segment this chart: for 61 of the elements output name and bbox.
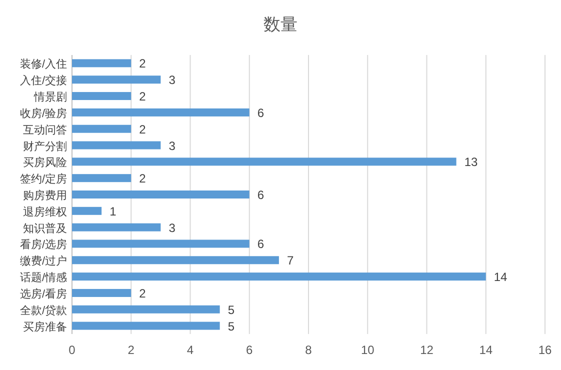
data-label: 5 bbox=[228, 319, 235, 334]
x-tick-label: 10 bbox=[360, 343, 375, 357]
y-tick-label: 情景剧 bbox=[33, 90, 67, 104]
bar bbox=[72, 288, 132, 297]
data-label: 2 bbox=[139, 56, 146, 71]
bar bbox=[72, 305, 220, 314]
data-label: 5 bbox=[228, 302, 235, 317]
y-tick-label: 入住/交接 bbox=[20, 74, 67, 88]
bar bbox=[72, 322, 220, 330]
y-tick-label: 看房/选房 bbox=[20, 238, 67, 252]
bar bbox=[72, 108, 250, 116]
x-tick-label: 0 bbox=[68, 343, 76, 357]
bar bbox=[72, 141, 161, 150]
y-tick-label: 买房风险 bbox=[23, 156, 67, 170]
bar bbox=[72, 92, 132, 100]
data-label: 6 bbox=[257, 188, 264, 202]
y-tick-label: 缴费/过户 bbox=[20, 254, 67, 268]
y-tick-label: 买房准备 bbox=[23, 320, 67, 334]
bar bbox=[72, 158, 456, 166]
data-label: 3 bbox=[168, 138, 176, 153]
y-tick-label: 互动问答 bbox=[23, 124, 67, 136]
data-label: 2 bbox=[139, 90, 146, 104]
x-tick-label: 16 bbox=[538, 343, 552, 357]
y-tick-label: 话题/情感 bbox=[20, 271, 67, 284]
y-tick-label: 全款/贷款 bbox=[20, 304, 67, 317]
x-tick-label: 14 bbox=[479, 343, 493, 357]
x-tick-label: 2 bbox=[128, 343, 135, 357]
x-tick-label: 4 bbox=[186, 343, 194, 357]
data-label: 6 bbox=[257, 237, 264, 252]
data-label: 3 bbox=[168, 220, 176, 235]
x-tick-label: 8 bbox=[305, 343, 312, 357]
y-tick-label: 装修/入住 bbox=[20, 58, 67, 71]
bar bbox=[72, 206, 102, 215]
data-label: 14 bbox=[494, 270, 508, 284]
y-tick-label: 退房维权 bbox=[23, 205, 67, 218]
bar bbox=[72, 223, 161, 232]
x-tick-label: 12 bbox=[420, 343, 434, 357]
bar bbox=[72, 59, 132, 68]
bar bbox=[72, 256, 279, 264]
data-label: 3 bbox=[168, 73, 176, 88]
bar bbox=[72, 174, 132, 182]
y-tick-label: 签约/定房 bbox=[20, 172, 67, 186]
bar bbox=[72, 190, 250, 198]
data-label: 2 bbox=[139, 122, 146, 136]
bar bbox=[72, 272, 486, 281]
bar bbox=[72, 76, 161, 84]
x-tick-label: 6 bbox=[246, 343, 254, 357]
bar bbox=[72, 240, 250, 248]
y-tick-label: 财产分割 bbox=[23, 140, 67, 153]
data-label: 13 bbox=[464, 155, 478, 170]
data-label: 6 bbox=[257, 106, 264, 120]
data-label: 2 bbox=[139, 172, 146, 186]
data-label: 2 bbox=[139, 286, 146, 300]
data-label: 7 bbox=[286, 254, 294, 268]
y-tick-label: 选房/看房 bbox=[20, 287, 67, 300]
chart-title: 数量 bbox=[264, 15, 298, 34]
data-label: 1 bbox=[110, 204, 117, 218]
bar bbox=[72, 124, 132, 133]
y-tick-label: 收房/验房 bbox=[20, 106, 67, 120]
y-tick-label: 购房费用 bbox=[23, 189, 67, 202]
y-tick-label: 知识普及 bbox=[23, 222, 67, 235]
